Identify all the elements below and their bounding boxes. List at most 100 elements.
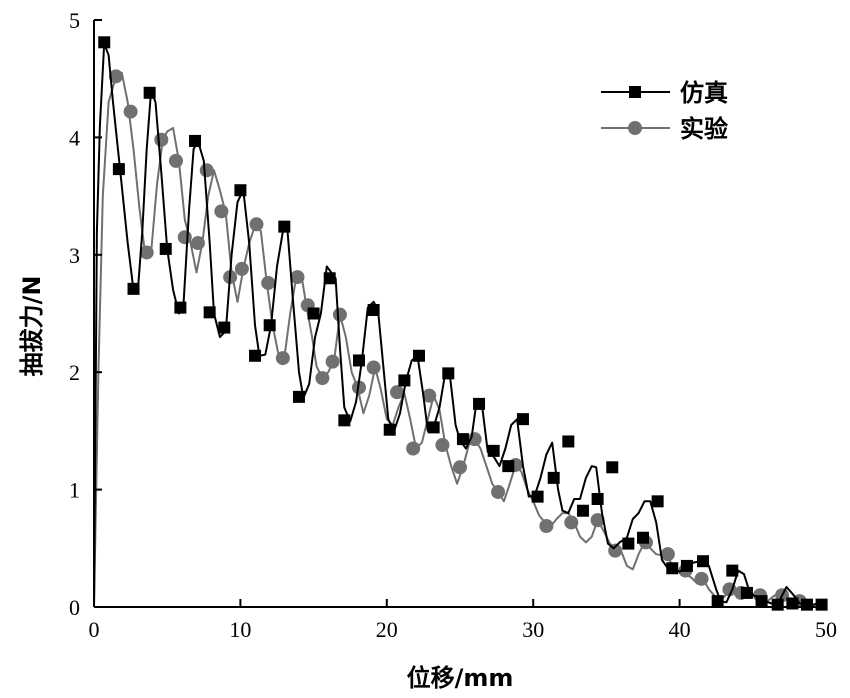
data-point [435, 437, 450, 452]
data-point [234, 184, 247, 197]
data-point [275, 351, 290, 366]
data-point [307, 307, 320, 320]
data-point [637, 531, 649, 544]
data-point [199, 163, 214, 178]
legend-marker [628, 121, 642, 135]
data-point [290, 270, 305, 285]
data-point [697, 555, 710, 568]
y-ticks: 0 1 2 3 4 5 [69, 8, 102, 620]
data-point [325, 354, 340, 369]
data-point [249, 349, 262, 362]
data-point [456, 433, 469, 446]
data-point [651, 495, 664, 508]
x-axis-title: 位移/mm [407, 664, 514, 692]
data-point [516, 413, 529, 426]
data-point [127, 282, 140, 295]
data-point [422, 388, 437, 403]
data-point [108, 69, 123, 84]
y-tick-label: 0 [69, 595, 80, 620]
data-point [442, 367, 455, 380]
data-point [278, 220, 291, 233]
data-point [564, 515, 579, 530]
data-point [502, 460, 515, 473]
data-point [292, 390, 305, 403]
legend-marker [629, 86, 641, 98]
data-point [771, 598, 784, 611]
data-point [660, 547, 675, 562]
data-point [491, 484, 506, 499]
data-point [261, 275, 276, 290]
data-point [576, 504, 589, 517]
data-point [383, 423, 396, 436]
y-tick-label: 3 [69, 243, 80, 268]
y-tick-label: 4 [69, 125, 80, 150]
data-point [190, 236, 205, 251]
x-tick-label: 20 [376, 617, 398, 642]
y-tick-label: 5 [69, 8, 80, 33]
data-point [800, 598, 813, 611]
data-point [218, 321, 231, 334]
data-point [590, 513, 605, 528]
data-point [234, 261, 249, 276]
data-point [168, 153, 183, 168]
data-point [711, 595, 724, 608]
data-point [177, 230, 192, 245]
data-point [112, 163, 125, 176]
data-point [406, 441, 421, 456]
data-point [726, 564, 739, 577]
data-point [366, 360, 381, 375]
data-point [398, 374, 411, 387]
data-point [98, 36, 111, 49]
data-point [539, 518, 554, 533]
data-point [694, 571, 709, 586]
data-point [332, 307, 347, 322]
data-point [263, 319, 276, 332]
data-point [473, 397, 486, 410]
x-tick-label: 30 [522, 617, 544, 642]
legend-label: 仿真 [680, 79, 728, 107]
data-point [323, 272, 336, 285]
axes: 0 10 20 30 40 50 0 1 2 3 4 5 [69, 8, 837, 642]
data-point [143, 86, 156, 99]
data-point [139, 245, 154, 260]
data-point [562, 435, 575, 448]
data-point [755, 595, 768, 608]
data-point [487, 444, 500, 457]
y-tick-label: 2 [69, 360, 80, 385]
data-point [680, 559, 693, 572]
series-1 [93, 69, 819, 609]
x-tick-label: 50 [815, 617, 837, 642]
y-tick-label: 1 [69, 478, 80, 503]
legend-item: 实验 [601, 115, 728, 143]
data-point [159, 242, 172, 255]
data-point [123, 104, 138, 119]
x-tick-label: 0 [89, 617, 100, 642]
data-point [352, 354, 365, 367]
data-point [606, 461, 619, 474]
data-point [453, 460, 467, 475]
data-point [174, 301, 187, 314]
x-tick-label: 40 [669, 617, 691, 642]
legend-item: 仿真 [601, 79, 728, 107]
data-point [338, 414, 351, 427]
data-point [427, 421, 440, 434]
data-point [547, 471, 560, 484]
x-ticks: 0 10 20 30 40 50 [89, 599, 837, 642]
data-point [249, 217, 264, 232]
data-point [189, 134, 202, 147]
data-point [315, 371, 330, 386]
data-point [367, 303, 380, 316]
data-point [591, 492, 604, 505]
data-point [390, 385, 405, 400]
data-point [740, 586, 753, 599]
data-point [666, 562, 679, 575]
data-point [413, 349, 426, 362]
y-axis-title: 抽拔力/N [18, 276, 46, 377]
data-point [154, 132, 169, 147]
legend-label: 实验 [680, 115, 728, 143]
data-point [214, 204, 229, 219]
data-point [622, 537, 635, 550]
data-point [531, 490, 544, 503]
